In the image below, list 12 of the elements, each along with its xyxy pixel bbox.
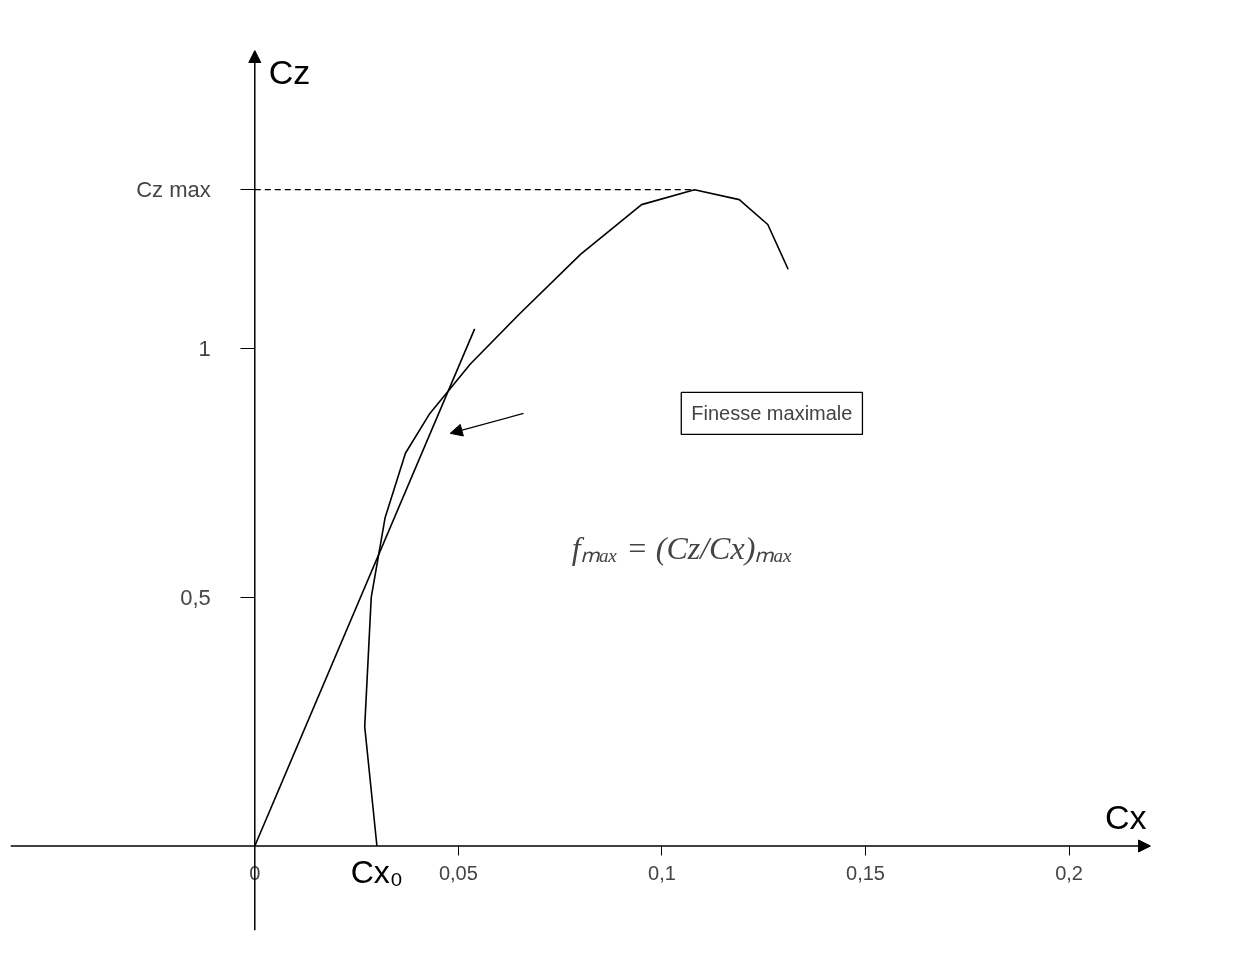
x-tick-label: 0,2 — [1055, 861, 1083, 884]
annotation: Cx₀ — [350, 853, 404, 890]
x-tick-label: 0,05 — [438, 861, 478, 884]
y-tick-label: Cz max — [136, 177, 211, 203]
annotation: fₘₐₓ = (Cz/Cx)ₘₐₓ — [571, 529, 793, 566]
x-axis-title: Cx — [1104, 797, 1147, 836]
x-tick-label: 0,15 — [846, 861, 885, 884]
x-tick-label: 0,1 — [648, 861, 676, 884]
annotation: Finesse maximale — [691, 402, 853, 425]
y-tick-label: 0,5 — [180, 584, 211, 610]
y-tick-label: 1 — [198, 336, 211, 362]
y-axis-title: Cz — [268, 52, 311, 91]
